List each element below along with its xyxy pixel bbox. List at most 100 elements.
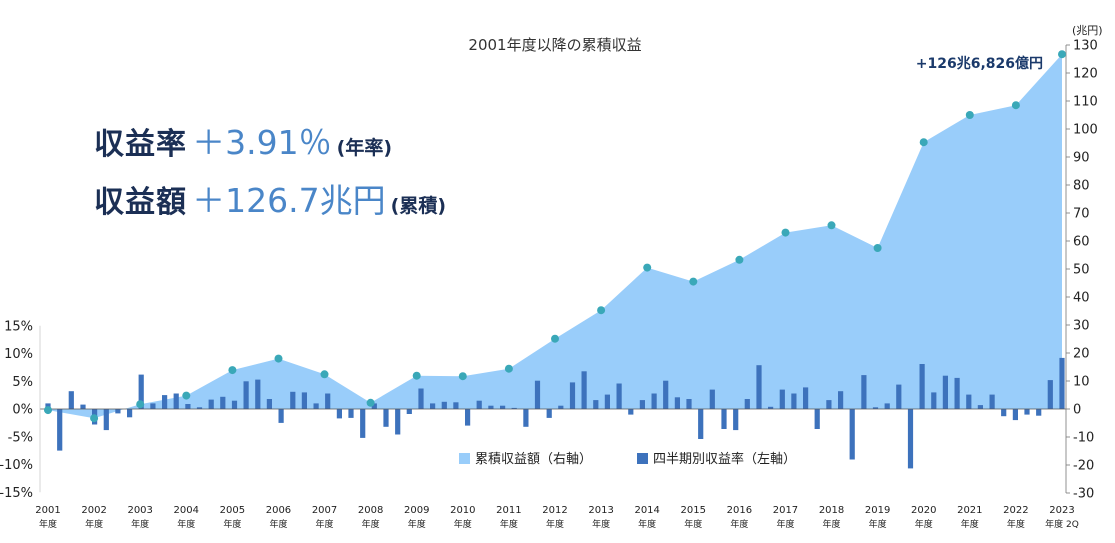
quarterly-bar [756,365,762,409]
kpi-return-amount-value: ＋126.7兆円 [192,181,386,220]
cumulative-point [781,228,790,237]
quarterly-bar [243,381,249,410]
left-axis-tick-label: -5% [8,430,33,445]
x-tick-year: 2008 [358,505,383,516]
right-axis-tick-label: 40 [1073,291,1090,306]
quarterly-bar [500,405,506,409]
cumulative-point [1011,101,1020,110]
cumulative-point [366,398,375,407]
x-tick-year: 2011 [496,505,521,516]
quarterly-bar [966,394,972,409]
quarterly-bar [616,383,622,409]
x-tick-year: 2012 [542,505,567,516]
quarterly-bar [301,392,307,409]
quarterly-bar [360,409,366,438]
x-tick-sub: 年度 [85,518,103,530]
right-axis-tick-label: 60 [1073,235,1090,250]
x-tick-year: 2004 [174,505,199,516]
right-axis-tick-label: 130 [1073,39,1098,54]
quarterly-bar [162,395,168,409]
legend-area-label: 累積収益額（右軸） [475,452,592,467]
quarterly-bar [942,375,948,409]
quarterly-bar [115,409,121,414]
x-tick-sub: 年度 [638,518,656,530]
quarterly-bar [523,409,529,427]
cumulative-point [320,370,329,379]
quarterly-bar [791,393,797,409]
quarterly-bar [325,393,331,409]
quarterly-bar [546,409,552,418]
quarterly-bar [872,407,879,409]
kpi-return-amount-label: 収益額 [94,185,187,220]
cumulative-point [689,277,698,286]
quarterly-bar [639,400,645,409]
cumulative-point [274,354,283,363]
quarterly-bar [779,389,785,409]
quarterly-bar [103,409,109,431]
kpi-return-amount-note: (累積) [390,195,447,217]
x-tick-sub: 年度 [362,518,380,530]
quarterly-bar [733,409,739,431]
quarterly-bar [581,371,587,409]
x-tick-year: 2016 [727,505,752,516]
right-axis-tick-label: 90 [1073,151,1090,166]
cumulative-point [965,111,974,119]
x-tick-year: 2009 [404,505,429,516]
quarterly-bar [336,409,342,419]
quarterly-bar [430,403,436,409]
quarterly-bar [266,399,272,409]
quarterly-bar [709,389,715,409]
quarterly-bar [803,387,809,409]
quarterly-bar [127,409,133,418]
x-tick-sub: 年度 [316,518,334,530]
quarterly-bar [1001,409,1007,417]
x-tick-year: 2020 [911,505,936,516]
right-axis-tick-label: -30 [1073,487,1094,502]
quarterly-bar [68,391,74,409]
quarterly-bar [383,409,389,427]
x-tick-sub: 年度 [776,518,794,530]
kpi-return-rate-label: 収益率 [94,127,187,162]
quarterly-bar [861,375,867,409]
quarterly-bar [954,377,960,409]
final-value-annotation: +126兆6,826億円 [916,55,1043,72]
x-tick-sub: 年度 [131,518,149,530]
quarterly-bar [989,394,995,409]
x-tick-year: 2017 [773,505,798,516]
quarterly-bar [744,399,750,409]
x-tick-sub: 年度 [177,518,195,530]
quarterly-bar [290,391,296,409]
x-tick-year: 2006 [266,505,291,516]
quarterly-bar [453,402,459,409]
quarterly-bar [593,400,599,409]
quarterly-bar [313,403,319,409]
quarterly-bar [196,407,203,409]
x-tick-year: 2015 [681,505,706,516]
legend-bar-label: 四半期別収益率（左軸） [653,451,796,467]
cumulative-point [597,306,606,315]
quarterly-bar [838,391,844,409]
legend-bar-swatch [637,453,648,464]
left-axis-tick-label: 15% [4,319,33,334]
quarterly-bar [698,409,704,439]
quarterly-bar [371,403,377,409]
cumulative-area [48,54,1062,419]
x-tick-sub: 年度 [500,518,518,530]
quarterly-bar [208,399,214,409]
x-tick-sub: 年度 [684,518,702,530]
right-axis-tick-label: 110 [1073,95,1098,110]
x-tick-year: 2023 [1049,505,1074,516]
quarterly-bar [628,409,634,415]
x-tick-sub: 年度 2Q [1045,518,1079,530]
quarterly-bar [231,400,238,409]
right-axis-tick-label: 50 [1073,263,1090,278]
cumulative-point [643,263,652,272]
quarterly-bar [884,403,890,409]
quarterly-bar [814,409,820,429]
quarterly-bar [57,409,63,451]
cumulative-point [873,244,882,252]
cumulative-point [919,138,928,147]
right-axis-tick-label: 80 [1073,179,1090,194]
x-tick-year: 2022 [1003,505,1028,516]
left-axis-tick-label: -15% [0,486,33,501]
